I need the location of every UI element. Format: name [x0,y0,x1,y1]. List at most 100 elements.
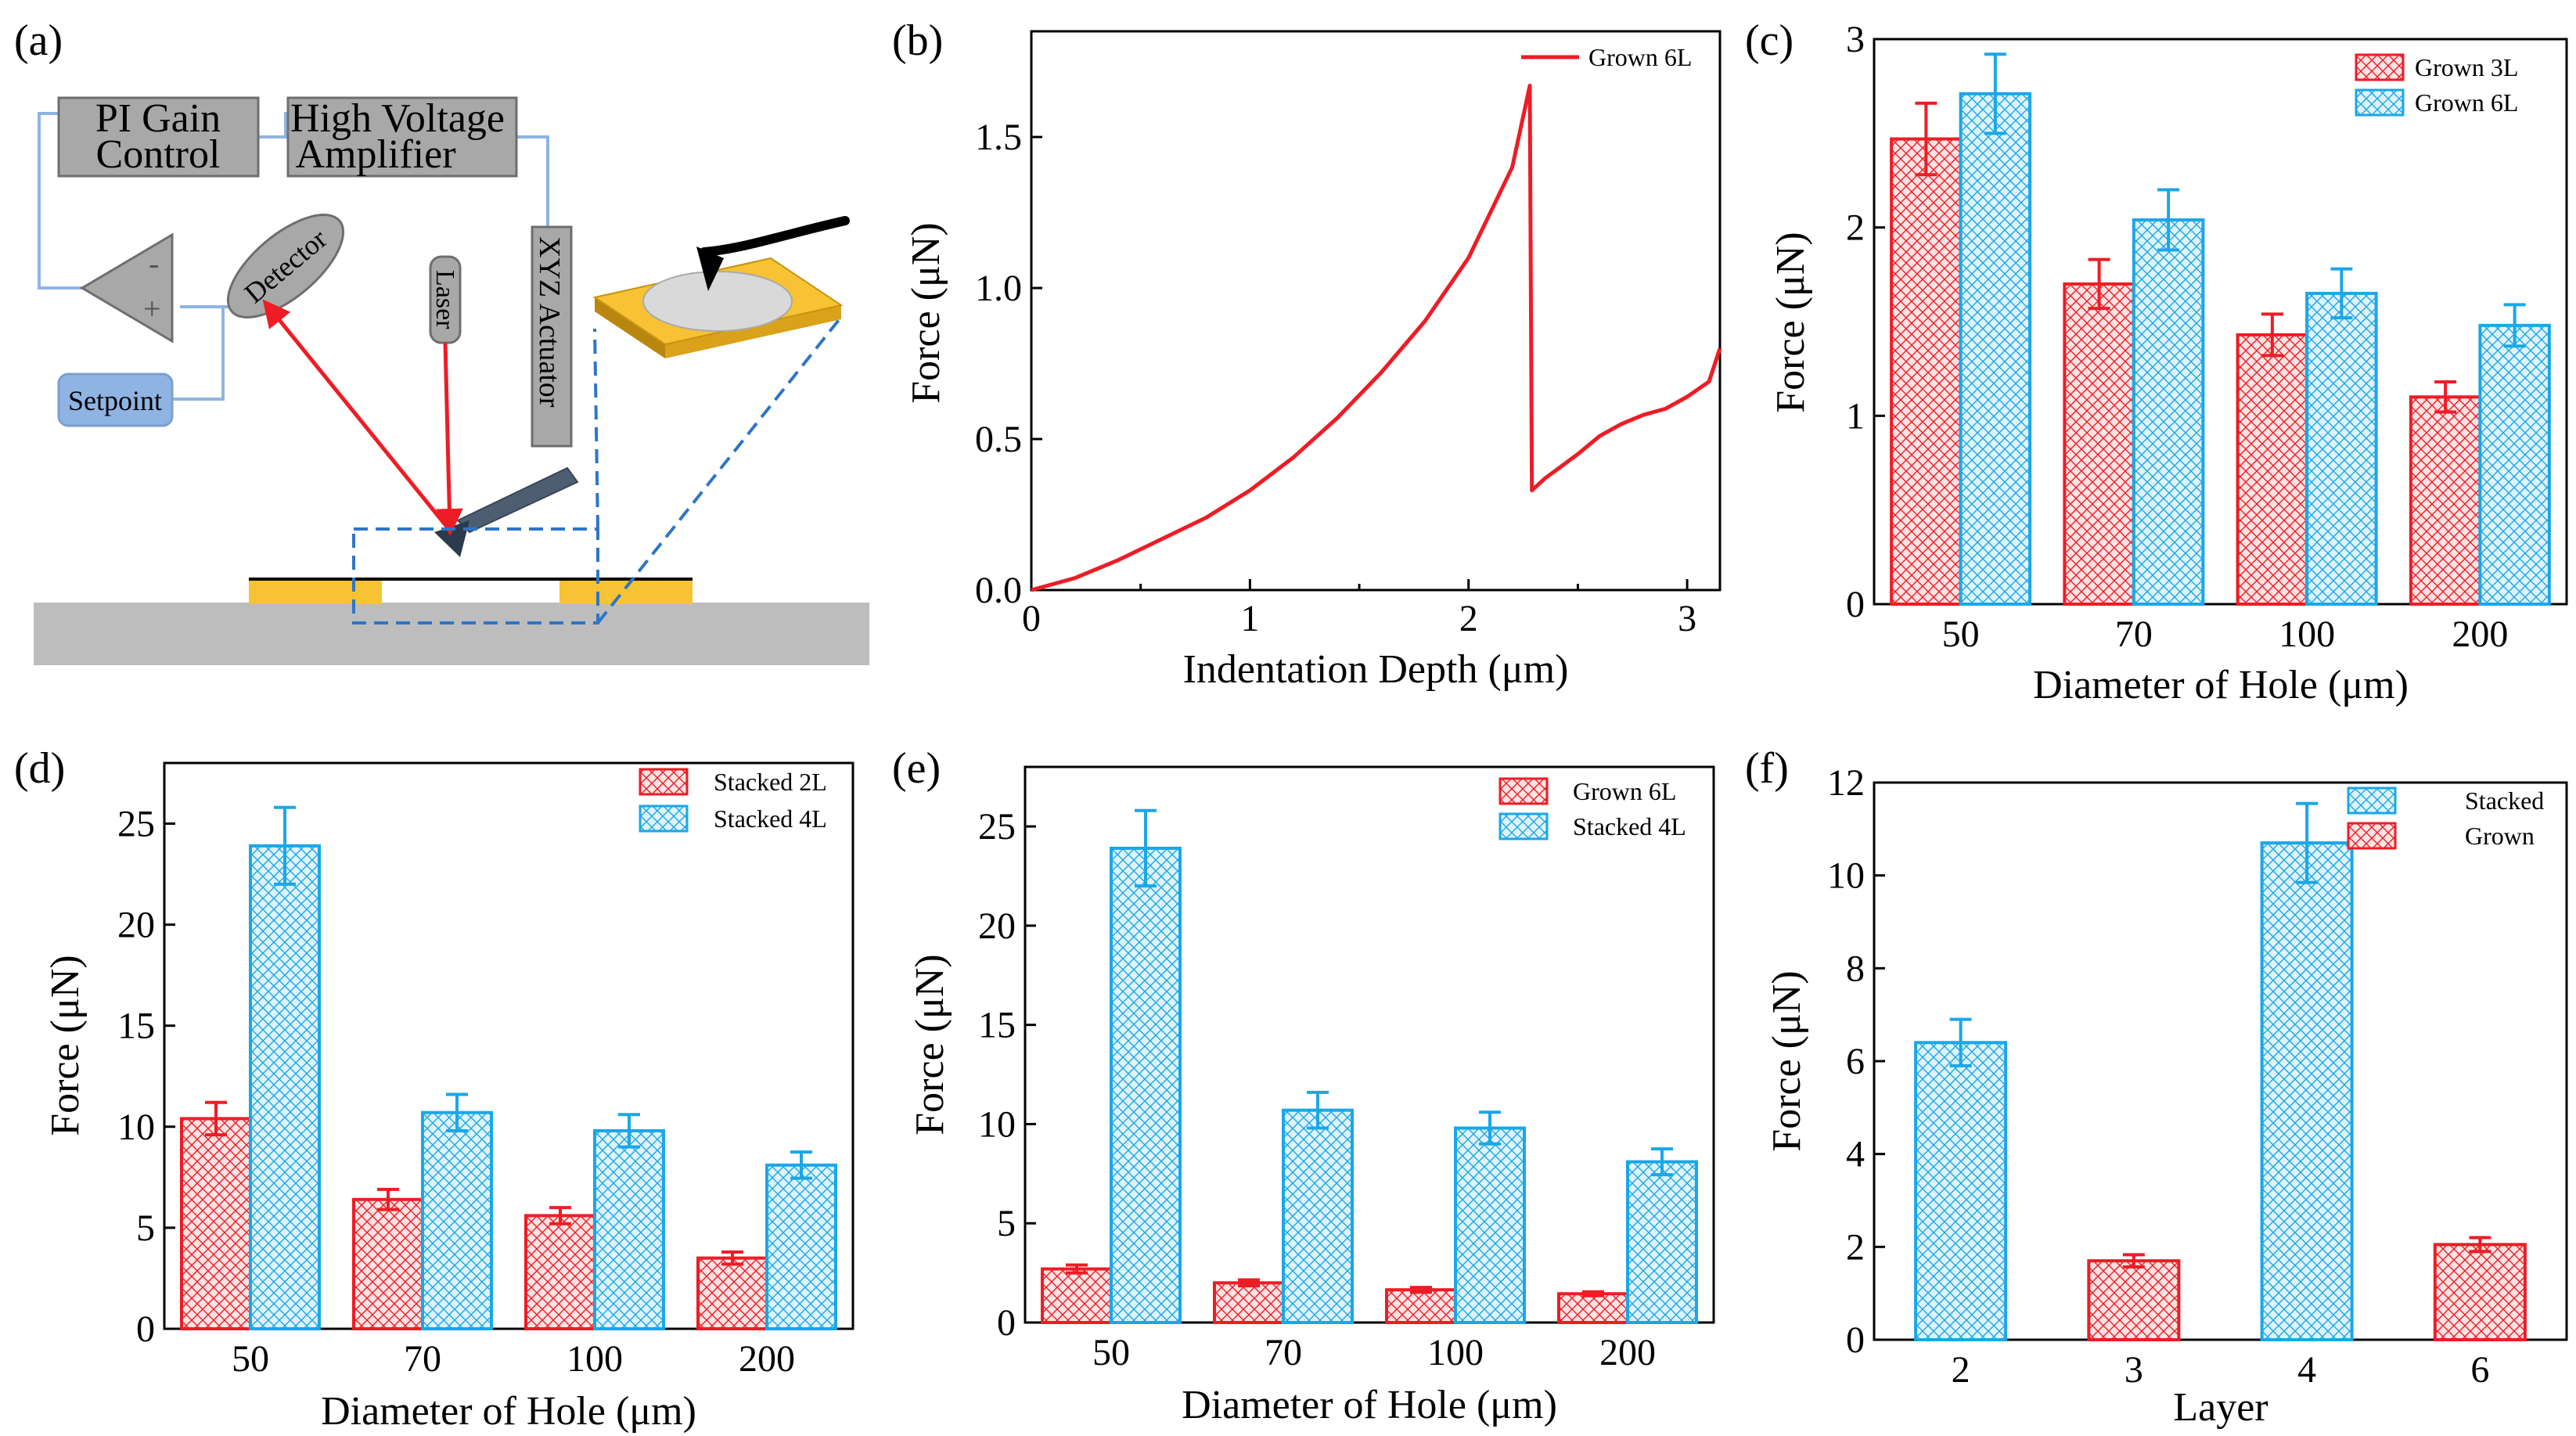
bar-c-grown-3l [2236,333,2309,606]
y-tick-label-d: 5 [136,1207,155,1249]
ylabel-f: Force (μN) [1765,970,1809,1151]
legend-text-d-2: Stacked 4L [714,804,827,833]
legend-swatch-e-2 [1498,812,1549,840]
bar-c-grown-3l [2063,282,2135,606]
legend-text-b: Grown 6L [1588,43,1692,71]
gold-pad-right [559,581,693,604]
panel-label-b: (b) [892,16,943,65]
x-tick-label-c: 70 [2115,614,2153,655]
legend-swatch-f-1 [2347,786,2397,815]
y-tick-label-b: 1.5 [975,117,1022,158]
bar-e-grown-6l [1385,1288,1457,1325]
setpoint-wire [172,307,225,401]
x-tick-label-f: 6 [2470,1349,2489,1391]
x-tick-label-e: 50 [1092,1332,1130,1373]
sample-front [665,305,841,358]
y-tick-label-f: 4 [1846,1134,1865,1175]
xlabel-c: Diameter of Hole (μm) [2033,663,2409,707]
ylabel-b: Force (μN) [904,222,948,403]
y-tick-label-d: 0 [136,1308,155,1350]
x-tick-label-d: 100 [567,1338,623,1380]
x-tick-label-d: 50 [232,1338,269,1380]
bar-e-grown-6l [1213,1281,1285,1325]
bar-c-grown-3l [2409,395,2482,606]
y-tick-label-b: 1.0 [975,268,1022,309]
chart-panel-e: (e) 0 5 10 15 20 25 50 70 100 200 Grown 6L Stacke… [892,744,1715,1427]
bar-e-stacked-4l [1454,1126,1526,1324]
x-tick-label-d: 70 [404,1338,441,1380]
bar-d-stacked-4l [593,1128,665,1330]
legend-text-c-2: Grown 6L [2415,88,2518,117]
x-tick-label-c: 200 [2452,614,2508,655]
bar-c-grown-6l [2305,291,2378,606]
chart-panel-d: (d) 0 5 10 15 20 25 50 70 100 200 Stacked 2L Stac… [14,744,854,1434]
y-tick-label-e: 20 [978,905,1016,947]
x-tick-label-f: 4 [2297,1349,2316,1391]
legend-swatch-d-1 [639,768,689,796]
y-tick-label-f: 6 [1846,1041,1865,1082]
bar-e-stacked-4l [1110,846,1182,1324]
pi-gain-box [57,96,260,178]
plus-sign: + [143,291,161,326]
y-tick-label-d: 10 [117,1107,155,1148]
bar-d-stacked-4l [765,1163,837,1330]
tip-icon [434,520,470,557]
bar-d-stacked-2l [180,1117,252,1330]
bar-e-stacked-4l [1282,1108,1354,1325]
panel-label-c: (c) [1745,16,1793,65]
plot-frame-b [1030,30,1722,592]
bar-c-grown-6l [2132,218,2205,606]
chart-panel-c: (c) 0 1 2 3 50 70 100 200 Grown 3L Grown 6L Dia… [1745,16,2568,707]
y-tick-label-d: 20 [117,905,155,946]
panel-label-a: (a) [14,16,63,65]
y-tick-label-e: 0 [997,1302,1016,1344]
minus-sign: - [149,246,159,281]
inset-tip-icon [696,247,724,291]
xlabel-f: Layer [2173,1385,2268,1430]
bar-d-stacked-4l [249,844,321,1330]
legend-text-e-1: Grown 6L [1573,777,1676,805]
bar-f-layer-6 [2433,1243,2527,1342]
legend-swatch-c-2 [2355,88,2405,117]
bar-f-layer-3 [2087,1259,2181,1341]
y-tick-label-c: 2 [1846,207,1865,249]
legend-text-f-2: Grown [2465,822,2535,850]
bar-d-stacked-4l [421,1110,493,1330]
legend-text-e-2: Stacked 4L [1573,812,1686,840]
y-tick-label-e: 10 [978,1103,1016,1145]
y-tick-label-c: 1 [1846,395,1865,437]
x-tick-label-f: 2 [1952,1349,1970,1391]
x-tick-label-d: 200 [739,1338,795,1380]
bar-f-layer-4 [2260,841,2354,1341]
detector-icon [226,214,345,319]
x-tick-label-c: 50 [1942,614,1980,655]
ylabel-e: Force (μN) [908,954,952,1135]
bar-c-grown-6l [2478,323,2551,606]
x-tick-label-b: 3 [1678,598,1696,639]
suspended-membrane [642,271,793,332]
substrate [34,603,869,665]
sample-side [595,297,665,358]
y-tick-label-d: 15 [117,1006,155,1047]
xlabel-d: Diameter of Hole (μm) [321,1389,696,1434]
high-voltage-box [286,96,518,178]
setpoint-box [57,372,174,427]
y-tick-label-b: 0.0 [975,570,1022,611]
cantilever-icon [456,466,579,534]
afm-schematic: (a) PI Gain Control High Voltage Amplifi… [14,16,869,665]
xyz-actuator-label: XYZ Actuator [533,236,566,408]
pi-gain-label-1: PI Gain [95,96,221,141]
x-tick-label-e: 70 [1265,1332,1302,1373]
x-tick-label-b: 2 [1459,598,1478,639]
panel-label-e: (e) [892,744,941,793]
bar-d-stacked-2l [696,1256,768,1330]
y-tick-label-e: 15 [978,1005,1016,1046]
gold-pad-left [249,581,382,604]
y-tick-label-c: 0 [1846,584,1865,625]
setpoint-label: Setpoint [68,385,162,416]
xlabel-b: Indentation Depth (μm) [1183,647,1569,692]
x-tick-label-c: 100 [2279,614,2335,655]
high-voltage-label-1: High Voltage [290,96,505,141]
zoom-box [352,527,599,624]
